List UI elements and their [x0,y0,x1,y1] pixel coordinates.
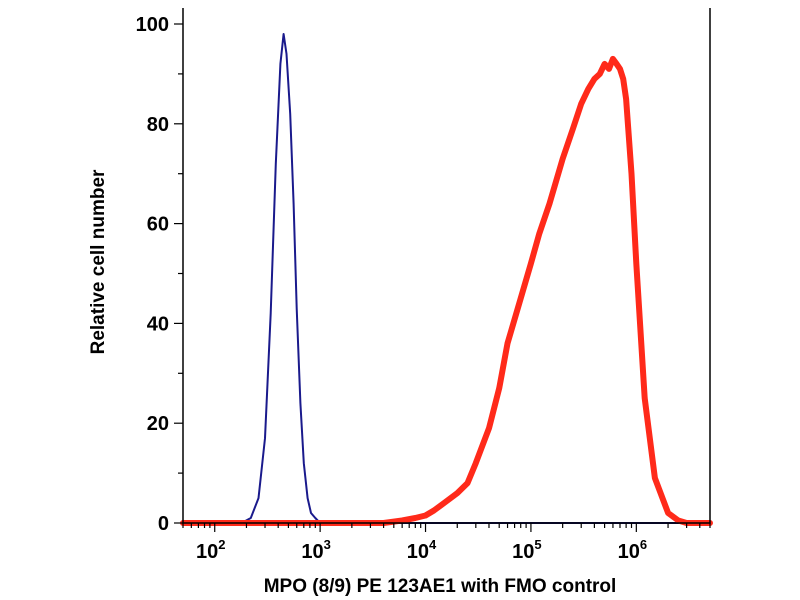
y-tick-label: 60 [147,214,169,236]
x-tick-label: 104 [407,537,437,563]
y-tick-label: 0 [158,513,169,535]
axis-frame [182,8,711,524]
plot-area [180,33,713,526]
y-tick-label: 20 [147,413,169,435]
x-tick-label: 102 [196,537,225,563]
y-axis-label: Relative cell number [88,169,109,354]
x-axis-label: MPO (8/9) PE 123AE1 with FMO control [264,576,617,597]
mpo-pe-line [180,55,713,526]
axes: 0 20 40 60 80 100 102 103 104 105 106 [136,8,711,563]
x-tick-label: 105 [512,537,541,563]
x-tick-label: 106 [618,537,647,563]
y-tick-label: 80 [147,114,169,136]
x-tick-label: 103 [301,537,330,563]
y-tick-label: 40 [147,313,169,335]
y-tick-label: 100 [136,14,169,36]
fmo-control-line [182,33,711,524]
